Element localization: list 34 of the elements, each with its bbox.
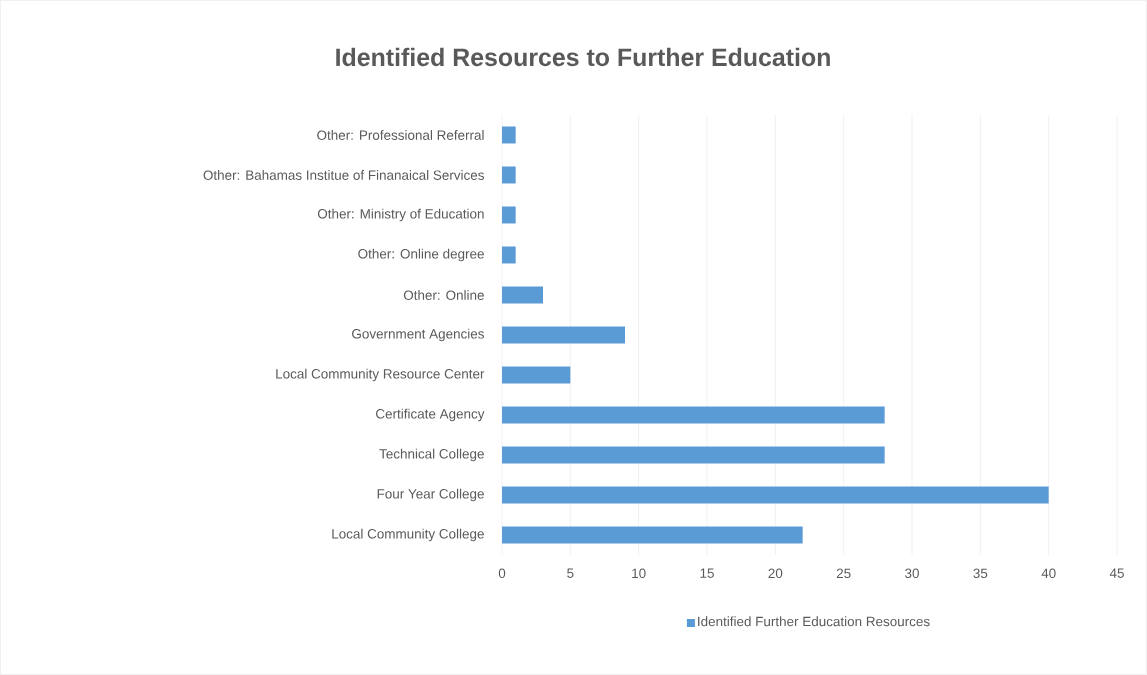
x-tick-label: 30 <box>905 568 919 579</box>
x-tick-label: 0 <box>498 568 506 579</box>
bar <box>502 446 885 464</box>
legend-label: Identified Further Education Resources <box>698 616 930 627</box>
bar <box>502 126 516 144</box>
bar <box>502 526 803 544</box>
y-tick-label: Technical College <box>379 448 484 462</box>
x-tick-label: 5 <box>567 568 574 578</box>
bar <box>502 286 544 304</box>
bar <box>502 366 571 384</box>
chart-title: Identified Resources to Further Education <box>336 47 830 67</box>
y-tick-label: Other: Bahamas Institue of Finanaical Services <box>203 170 484 180</box>
y-tick-label: Other: Professional Referral <box>317 130 484 140</box>
x-tick-label: 35 <box>973 568 988 579</box>
bar <box>502 246 516 264</box>
y-tick-label: Local Community Resource Center <box>276 368 485 382</box>
y-tick-label: Other: Online <box>403 290 484 300</box>
x-tick-label: 25 <box>836 568 851 579</box>
bar <box>502 206 516 224</box>
x-tick-label: 40 <box>1041 568 1056 579</box>
bar <box>502 406 885 424</box>
bar <box>502 326 626 344</box>
x-tick-label: 10 <box>632 568 646 579</box>
bar <box>502 486 1049 504</box>
x-tick-label: 45 <box>1109 568 1124 578</box>
y-tick-label: Local Community College <box>332 528 484 542</box>
y-tick-label: Four Year College <box>377 488 484 502</box>
y-tick-label: Other: Online degree <box>358 248 484 262</box>
y-tick-label: Certificate Agency <box>376 408 485 422</box>
y-tick-label: Government Agencies <box>352 328 484 342</box>
x-tick-label: 20 <box>768 568 783 579</box>
bar <box>502 166 516 184</box>
x-tick-label: 15 <box>700 568 714 578</box>
y-tick-label: Other: Ministry of Education <box>317 208 484 222</box>
